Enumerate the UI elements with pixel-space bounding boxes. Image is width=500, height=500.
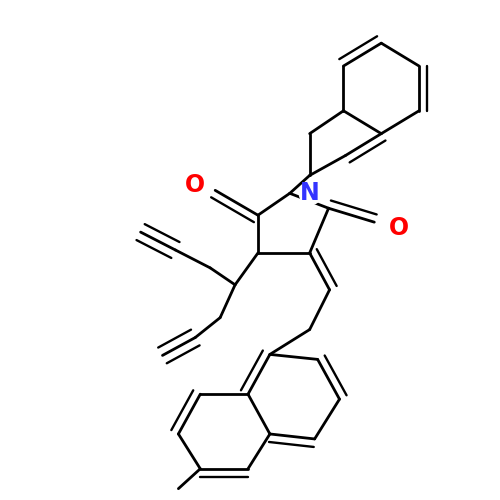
Text: O: O [389, 216, 409, 240]
Text: O: O [185, 174, 206, 198]
Text: N: N [300, 182, 320, 206]
